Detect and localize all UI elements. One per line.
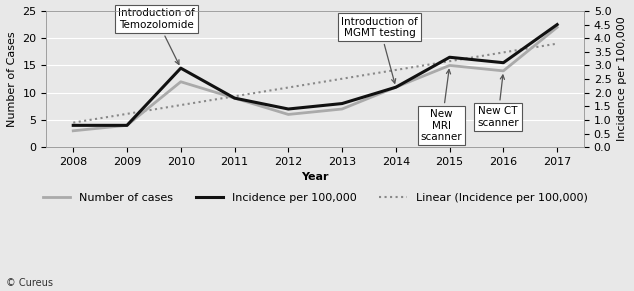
Text: © Cureus: © Cureus [6, 278, 53, 288]
Legend: Number of cases, Incidence per 100,000, Linear (Incidence per 100,000): Number of cases, Incidence per 100,000, … [38, 188, 592, 207]
Y-axis label: Number of Cases: Number of Cases [7, 31, 17, 127]
Text: Introduction of
MGMT testing: Introduction of MGMT testing [341, 17, 418, 83]
Text: New CT
scanner: New CT scanner [477, 75, 519, 128]
Text: New
MRI
scanner: New MRI scanner [421, 70, 462, 142]
X-axis label: Year: Year [301, 172, 329, 182]
Text: Introduction of
Temozolomide: Introduction of Temozolomide [118, 8, 195, 64]
Y-axis label: Incidence per 100,000: Incidence per 100,000 [617, 17, 627, 141]
